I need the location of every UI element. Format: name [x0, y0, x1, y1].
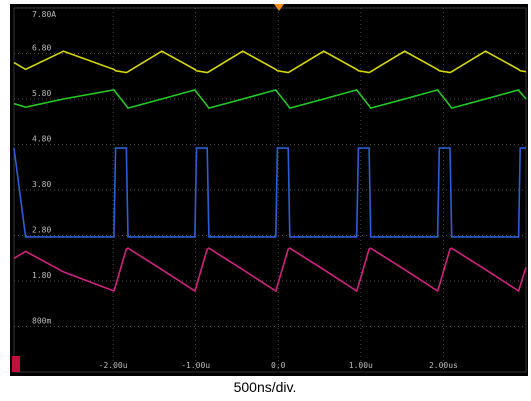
x-tick-label: -1.00u — [181, 361, 210, 370]
labels: 7.80A 6.80 5.80 4.80 3.80 2.80 1.80 800m -2.00u -… — [32, 10, 458, 370]
y-tick-label: 7.80A — [32, 10, 56, 19]
trace — [13, 50, 527, 74]
trace — [13, 147, 526, 238]
channel-badge — [12, 356, 20, 372]
y-tick-label: 800m — [32, 317, 51, 326]
y-tick-label: 3.80 — [32, 180, 51, 189]
x-tick-label: -2.00u — [99, 361, 128, 370]
time-scale: 500ns/div. — [234, 379, 297, 395]
x-tick-label: 0.0 — [271, 361, 286, 370]
y-tick-label: 5.80 — [32, 89, 51, 98]
trace — [13, 247, 527, 293]
y-tick-label: 6.80 — [32, 44, 51, 53]
y-tick-label: 4.80 — [32, 135, 51, 144]
x-tick-label: 1.00u — [349, 361, 373, 370]
y-tick-label: 2.80 — [32, 226, 51, 235]
y-tick-label: 1.80 — [32, 271, 51, 280]
trigger-marker — [274, 4, 284, 11]
traces — [13, 50, 527, 293]
trace — [13, 88, 527, 110]
x-tick-label: 2.00us — [429, 361, 458, 370]
